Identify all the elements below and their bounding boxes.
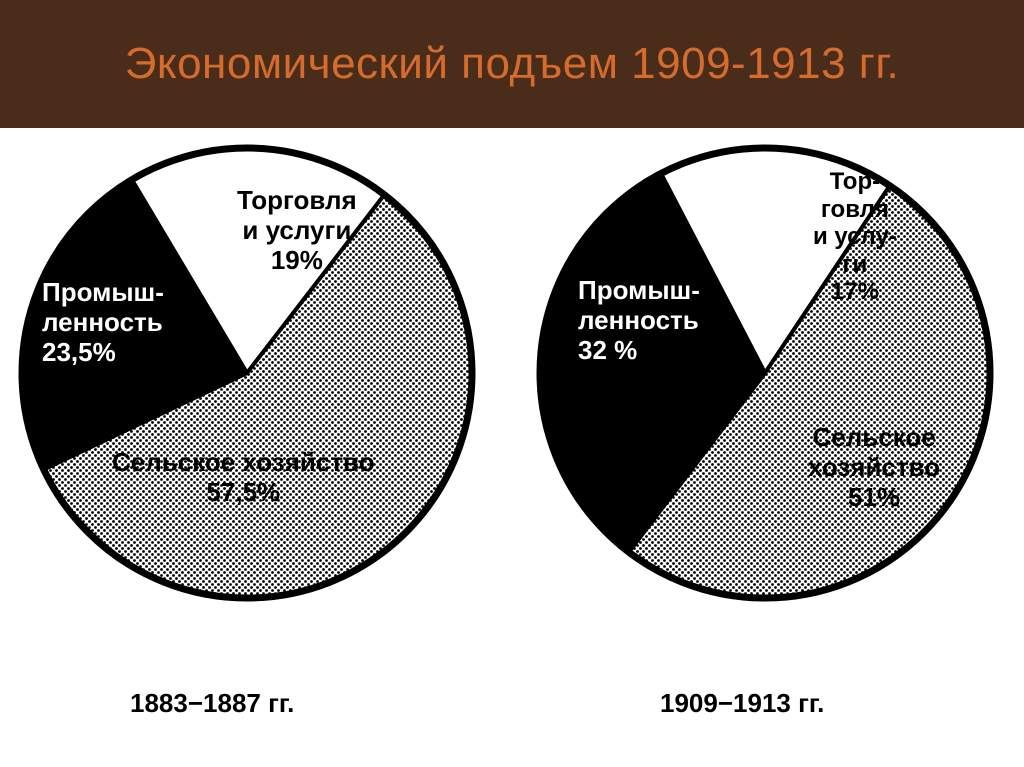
title-band: Экономический подъем 1909-1913 гг. xyxy=(0,0,1024,128)
slice-label-industry-left: Промыш- ленность 23,5% xyxy=(42,278,164,368)
period-label-left: 1883−1887 гг. xyxy=(130,688,294,719)
pie-chart-1883-1887: Торговля и услуги 19% Промыш- ленность 2… xyxy=(12,138,482,608)
slice-label-agri-left: Сельское хозяйство 57,5% xyxy=(112,448,375,508)
slice-label-agri-right: Сельское хозяйство 51% xyxy=(808,423,940,513)
slide: Экономический подъем 1909-1913 гг. Торго… xyxy=(0,0,1024,767)
pie-chart-1909-1913: Тор- говля и услу- ги 17% Промыш- леннос… xyxy=(530,138,1000,608)
slide-title: Экономический подъем 1909-1913 гг. xyxy=(125,39,900,89)
pie-svg-right xyxy=(530,138,1000,608)
slice-label-trade-right: Тор- говля и услу- ги 17% xyxy=(813,168,897,306)
slice-label-industry-right: Промыш- ленность 32 % xyxy=(578,276,700,366)
charts-area: Торговля и услуги 19% Промыш- ленность 2… xyxy=(0,128,1024,767)
period-label-right: 1909−1913 гг. xyxy=(660,688,824,719)
slice-label-trade-left: Торговля и услуги 19% xyxy=(237,186,357,276)
